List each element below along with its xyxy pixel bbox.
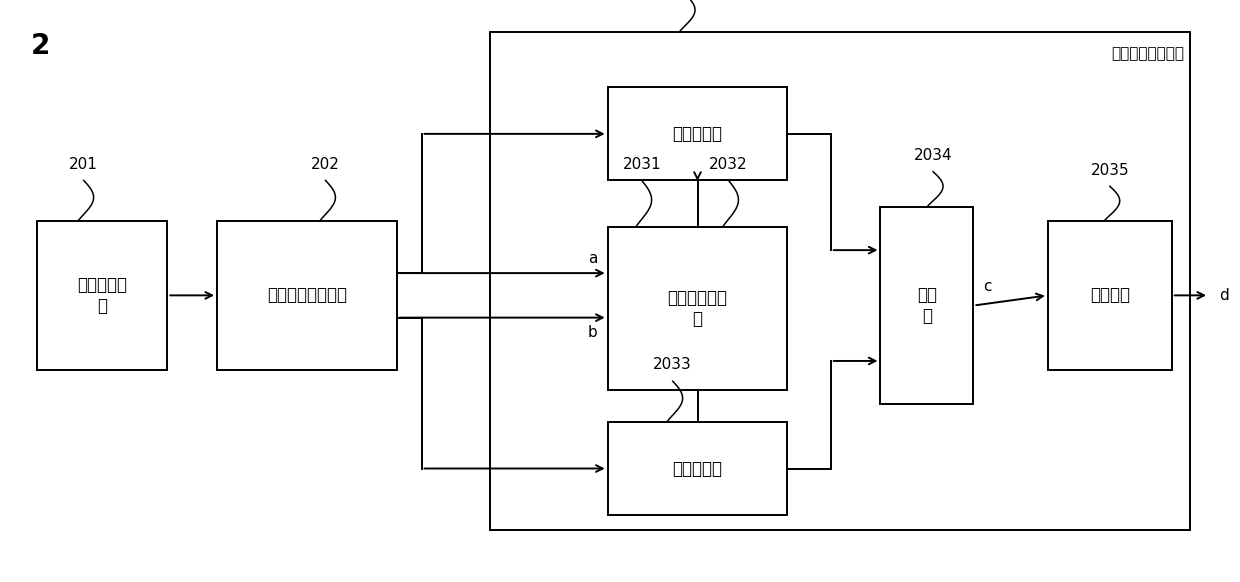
Bar: [217, 221, 397, 370]
Bar: [880, 207, 973, 404]
Text: 输出单元: 输出单元: [1090, 286, 1130, 304]
Bar: [608, 87, 787, 180]
Text: 2032: 2032: [709, 157, 748, 172]
Text: 2033: 2033: [653, 357, 692, 372]
Text: 第一乘法器: 第一乘法器: [672, 125, 723, 143]
Text: 加法
器: 加法 器: [916, 286, 937, 325]
Text: d: d: [1219, 288, 1229, 303]
Text: 数字控制振荡
器: 数字控制振荡 器: [667, 289, 728, 328]
Text: b: b: [588, 325, 598, 340]
Text: 2035: 2035: [1090, 162, 1130, 178]
Text: 第二乘法器: 第二乘法器: [672, 460, 723, 477]
Text: 正交幅度调制单元: 正交幅度调制单元: [1111, 47, 1184, 62]
Text: c: c: [983, 279, 992, 294]
Text: 系统控制单
元: 系统控制单 元: [77, 276, 128, 315]
Text: a: a: [588, 251, 598, 266]
Text: 正交幅度控制单元: 正交幅度控制单元: [267, 286, 347, 304]
Bar: [37, 221, 167, 370]
Bar: [1048, 221, 1172, 370]
Text: 201: 201: [69, 157, 98, 172]
Text: 2: 2: [31, 32, 51, 60]
Bar: [608, 227, 787, 390]
Bar: [608, 422, 787, 515]
Text: 2031: 2031: [622, 157, 661, 172]
Text: 2034: 2034: [914, 148, 952, 163]
Text: 202: 202: [311, 157, 340, 172]
Bar: [490, 32, 1190, 530]
